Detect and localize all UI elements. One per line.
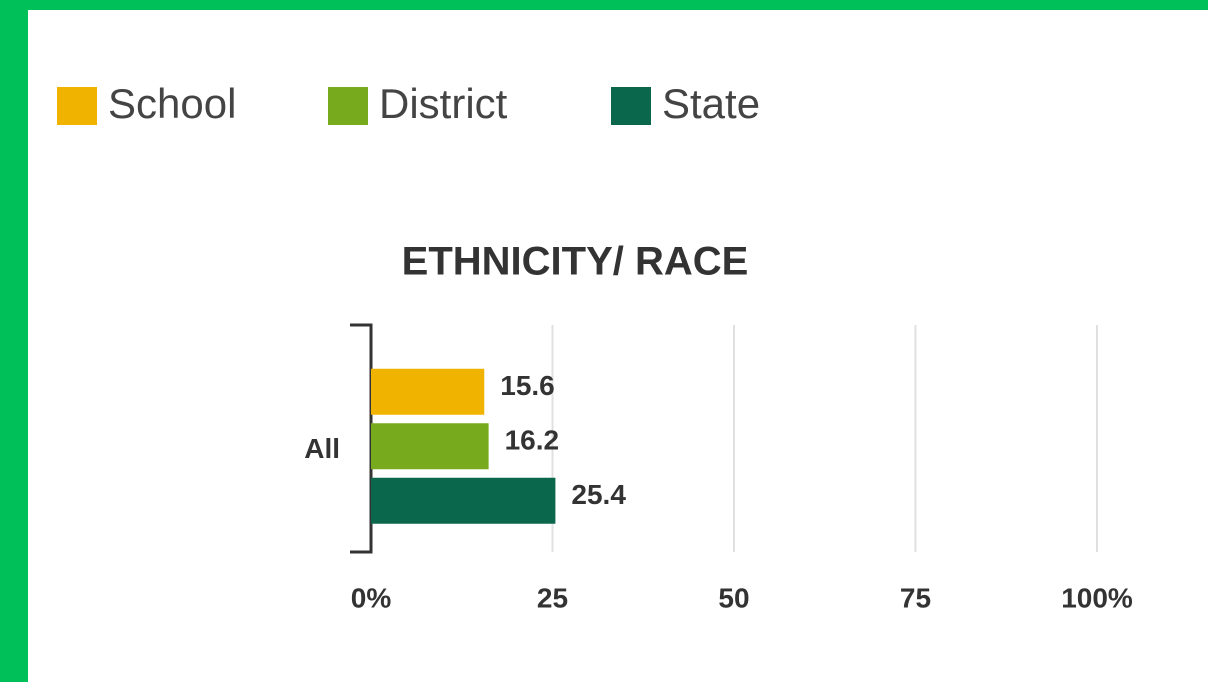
- x-tick-label: 100%: [1061, 582, 1133, 613]
- x-tick-label: 75: [900, 582, 931, 613]
- chart-title: ETHNICITY/ RACE: [402, 240, 749, 284]
- legend-label: State: [662, 80, 760, 127]
- legend-label: School: [108, 80, 236, 127]
- bar: [371, 368, 485, 415]
- value-label: 16.2: [505, 425, 560, 456]
- legend-swatch: [57, 87, 97, 125]
- bar: [371, 477, 556, 524]
- value-label: 25.4: [571, 479, 626, 510]
- x-tick-label: 25: [537, 582, 568, 613]
- legend-label: District: [379, 80, 508, 127]
- y-tick-label: All: [304, 433, 340, 464]
- legend-swatch: [611, 87, 651, 125]
- x-tick-label: 50: [718, 582, 749, 613]
- value-label: 15.6: [500, 370, 554, 401]
- bar: [371, 423, 489, 470]
- legend-swatch: [328, 87, 368, 125]
- x-tick-label: 0%: [351, 582, 392, 613]
